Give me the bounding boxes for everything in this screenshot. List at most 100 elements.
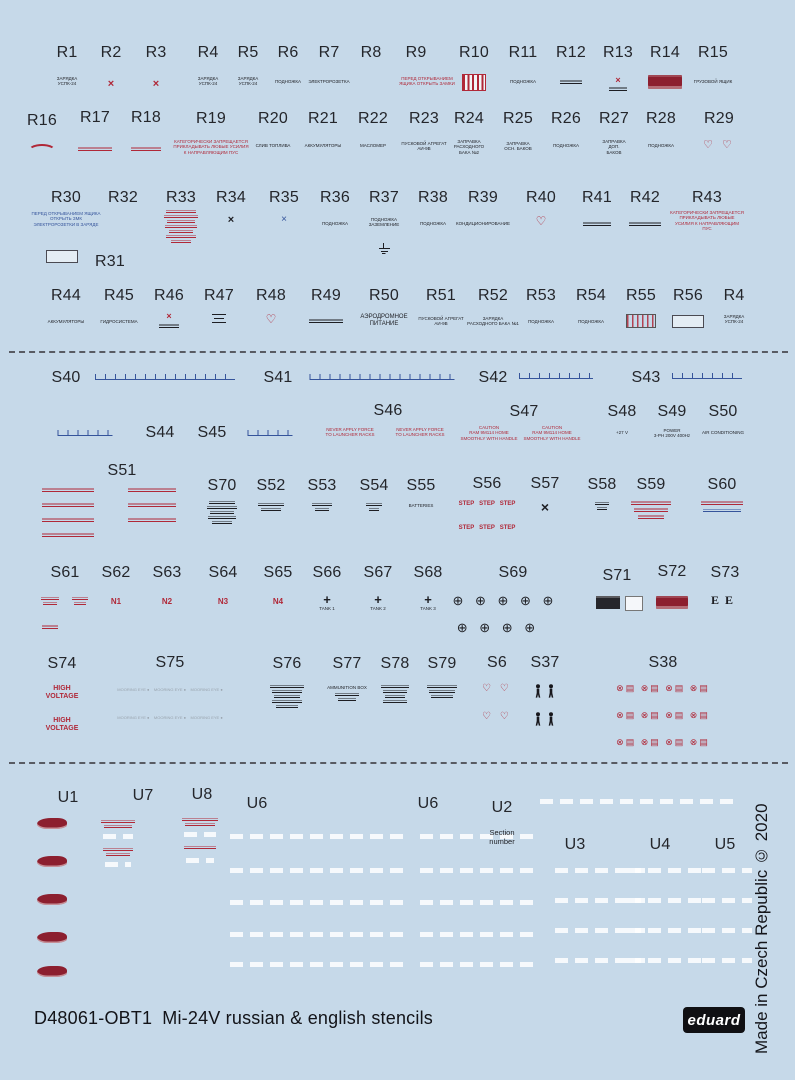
decal-s67-text: TANK 2 [370,606,386,611]
decal-u5-1 [702,868,752,873]
decal-label-r7: R7 [318,44,340,61]
decal-label-r3: R3 [145,44,167,61]
decal-u4-1 [628,868,708,873]
decal-r17 [78,147,112,153]
decal-r50: АЭРОДРОМНОЕ ПИТАНИЕ [360,314,408,328]
decal-s66-text: TANK 1 [319,606,335,611]
decal-label-s58: S58 [587,476,617,493]
decal-r1: ЗАРЯДКА УСПК-24 [56,76,78,87]
decal-r43: КАТЕГОРИЧЕСКИ ЗАПРЕЩАЕТСЯ ПРИКЛАДЫВАТЬ ЛЮ… [670,210,744,232]
decal-r22: МАСЛОМЕР [360,143,386,148]
decal-u5-3 [702,928,752,933]
decal-u6-left-1 [230,834,410,839]
decal-r51: ПУСКОВОЙ АГРЕГАТ АИ-9В [418,316,464,327]
decal-r16 [28,144,56,158]
decal-r55 [626,314,656,328]
decal-r56 [672,315,704,328]
decal-u3-1 [555,868,645,873]
decal-r13-text [609,87,627,93]
decal-label-r30: R30 [51,189,81,206]
decal-s42-scale [519,373,593,379]
decal-u1-3 [37,894,67,905]
decal-u8-1w [184,832,216,837]
decal-u8-2 [184,846,216,851]
decal-s57-mark: × [540,499,550,515]
decal-u8-2w [186,858,214,863]
decal-r9: ПЕРЕД ОТКРЫВАНИЕМ ЯЩИКА ОТКРЫТЬ ЗАМКИ [399,76,455,87]
decal-label-s41: S41 [263,369,293,386]
decal-u3-4 [555,958,645,963]
decal-label-s37: S37 [530,654,560,671]
decal-label-r5: R5 [237,44,259,61]
decal-label-s45: S45 [197,424,227,441]
decal-label-s65: S65 [263,564,293,581]
decal-s6-row1: ♡ ♡ [482,683,512,694]
decal-r25: ЗАПРАВКА ОСН. БАКОВ [504,141,532,152]
decal-label-s43: S43 [631,369,661,386]
decal-r30: ПЕРЕД ОТКРЫВАНИЕМ ЯЩИКА ОТКРЫТЬ ЗМК ЭЛЕКТР… [31,211,101,227]
decal-s47-right: CAUTION RAM 9M114 HOME SMOOTHLY WITH HANDL… [523,425,581,441]
decal-s49-text: POWER 3-PH 200V 400Hz [653,428,691,439]
decal-r44: АККУМУЛЯТОРЫ [47,319,85,324]
decal-label-r26: R26 [551,110,581,127]
decal-label-r2: R2 [100,44,122,61]
decal-s68-text: TANK 3 [420,606,436,611]
decal-s44-scale [57,430,113,436]
decal-s75-1: MOORING EYE ● MOORING EYE ● MOORING EYE … [117,687,223,692]
decal-label-r14: R14 [650,44,680,61]
decal-label-r11: R11 [508,44,538,61]
made-in-text: Made in Czech Republic © 2020 [752,803,771,1054]
decal-s53-text [312,503,332,513]
decal-s43-scale [672,373,742,379]
decal-r10 [462,74,486,91]
decal-label-r9: R9 [405,44,427,61]
decal-s75-2: MOORING EYE ● MOORING EYE ● MOORING EYE … [117,715,223,720]
decal-label-r38: R38 [418,189,448,206]
decal-label-s55: S55 [406,477,436,494]
decal-label-s66: S66 [312,564,342,581]
decal-label-s71: S71 [602,567,632,584]
decal-r14 [648,75,682,89]
decal-label-s44: S44 [145,424,175,441]
decal-label-r27: R27 [599,110,629,127]
decal-u5-2 [702,898,752,903]
decal-s65-text: N4 [272,597,284,606]
decal-label-s59: S59 [636,476,666,493]
decal-s37-row2 [530,711,560,732]
decal-label-u2: U2 [491,799,513,816]
decal-u-top-right [540,799,740,804]
decal-s51-col2 [128,487,176,532]
decal-r23: ПУСКОВОЙ АГРЕГАТ АИ-9В [401,141,447,152]
decal-label-r6: R6 [277,44,299,61]
decal-s70-text [207,501,237,526]
decal-s51-col1 [42,487,94,547]
decal-s79-text [427,685,457,700]
decal-u6-right-2 [420,868,540,873]
decal-r54: ПОДНОЖКА [577,319,605,324]
decal-label-u8: U8 [191,786,213,803]
decal-s59-text [631,501,671,522]
decal-s46-right: NEVER APPLY FORCE TO LAUNCHER RACKS [395,427,445,438]
decal-r46-text [159,324,179,330]
decal-r47 [212,313,226,325]
decal-label-s6: S6 [487,654,507,671]
decal-u6-right-4 [420,932,540,937]
decal-label-s62: S62 [101,564,131,581]
decal-u7-1 [101,820,135,830]
decal-r18 [131,147,161,153]
decal-u6-left-3 [230,900,410,905]
decal-label-r56: R56 [673,287,703,304]
decal-r40: ♡ [535,214,547,228]
decal-label-s48: S48 [607,403,637,420]
decal-label-r34: R34 [216,189,246,206]
decal-label-u3: U3 [564,836,586,853]
decal-s46-left: NEVER APPLY FORCE TO LAUNCHER RACKS [325,427,375,438]
decal-label-s76: S76 [272,655,302,672]
decal-label-r1: R1 [56,44,78,61]
decal-s64-text: N3 [217,597,229,606]
decal-label-s75: S75 [155,654,185,671]
decal-label-r35: R35 [269,189,299,206]
decal-label-r4: R4 [197,44,219,61]
decal-s71-light [625,596,643,611]
decal-label-r20: R20 [258,110,288,127]
